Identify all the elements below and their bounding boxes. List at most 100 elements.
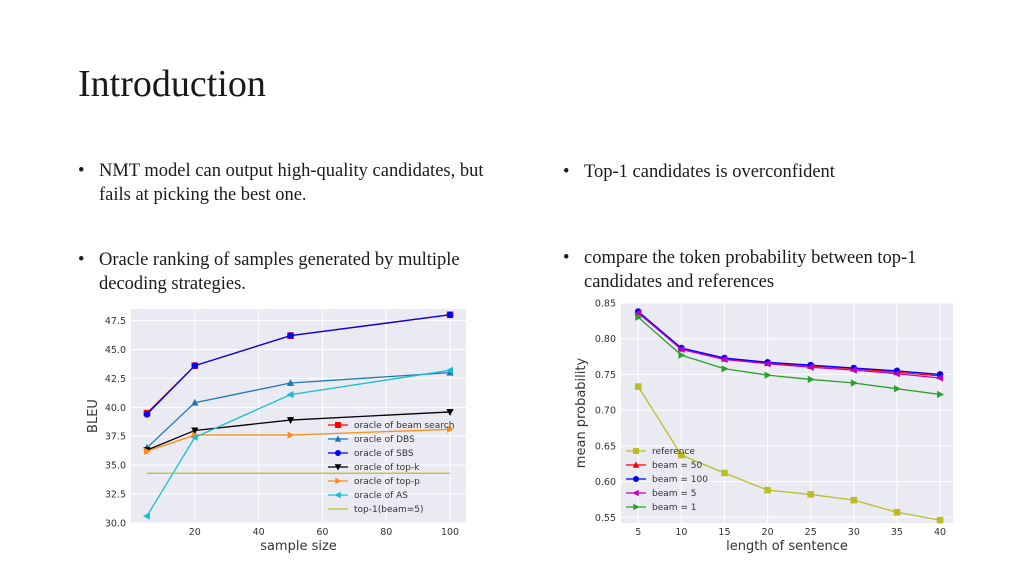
data-point: [446, 408, 454, 416]
y-tick-label: 30.0: [105, 519, 126, 530]
data-point: [632, 461, 640, 468]
legend-item: oracle of DBS: [328, 435, 415, 445]
y-tick-label: 40.0: [105, 403, 126, 414]
legend-item: reference: [626, 447, 695, 457]
bullet-marker: •: [563, 162, 570, 182]
bullet-item: • compare the token probability between …: [563, 246, 983, 294]
series-reference: [634, 383, 944, 524]
data-point: [143, 447, 151, 455]
series-line: [146, 314, 451, 415]
legend-label: beam = 1: [652, 503, 697, 513]
legend-label: beam = 5: [652, 489, 697, 499]
data-point: [720, 355, 728, 364]
probability-chart: 5 10 15 20 25 30 35 40 0.55 0.60 0.65 0.70 0.75 0.80 0…: [574, 299, 953, 554]
data-point: [764, 371, 772, 379]
legend-label: beam = 50: [652, 461, 703, 471]
x-tick-label: 5: [635, 527, 641, 538]
data-point: [893, 385, 901, 393]
y-tick-label: 0.60: [595, 477, 616, 488]
legend: oracle of beam search oracle of DBS oracle…: [328, 421, 454, 515]
series-beam-1: [635, 313, 945, 399]
data-point: [334, 435, 342, 442]
data-point: [807, 491, 815, 498]
data-point: [335, 450, 341, 456]
x-axis-label: sample size: [260, 539, 337, 554]
legend-item: top-1(beam=5): [328, 505, 424, 515]
legend-item: oracle of top-k: [328, 463, 420, 473]
y-axis-label: mean probability: [574, 358, 589, 469]
data-point: [446, 366, 454, 374]
data-point: [936, 516, 944, 524]
x-tick-label: 10: [675, 527, 687, 538]
series-line: [637, 386, 941, 521]
bullet-text: Top-1 candidates is overconfident: [584, 162, 835, 182]
series-line: [637, 311, 941, 376]
x-tick-label: 25: [805, 527, 817, 538]
data-point: [893, 508, 901, 516]
series-line: [146, 428, 451, 452]
legend-item: beam = 100: [626, 475, 708, 485]
legend-label: oracle of SBS: [354, 449, 414, 459]
data-point: [806, 363, 814, 371]
y-tick-label: 32.5: [105, 490, 126, 501]
y-tick-label: 37.5: [105, 432, 126, 443]
y-tick-label: 47.5: [105, 316, 126, 327]
data-point: [850, 379, 858, 387]
bullet-item: • Oracle ranking of samples generated by…: [78, 248, 498, 296]
data-point: [678, 451, 685, 459]
data-point: [677, 345, 685, 354]
data-point: [335, 477, 342, 485]
data-point: [634, 383, 642, 390]
series-oracle-of-as: [142, 366, 454, 520]
legend-item: oracle of top-p: [328, 477, 420, 487]
x-tick-label: 20: [762, 527, 774, 538]
legend: reference beam = 50 beam = 100 beam = 5 beam…: [626, 447, 708, 513]
legend-item: beam = 50: [626, 461, 703, 471]
x-tick-label: 35: [891, 527, 903, 538]
bullet-text: Oracle ranking of samples generated by m…: [99, 250, 460, 294]
series-beam-5: [634, 309, 944, 382]
data-point: [286, 390, 294, 399]
plot-area: [131, 309, 466, 523]
series-line: [637, 311, 941, 377]
legend-item: beam = 5: [626, 489, 697, 499]
data-point: [191, 362, 199, 369]
legend-label: oracle of top-k: [354, 463, 420, 473]
x-tick-label: 30: [848, 527, 860, 538]
plot-area: [621, 303, 953, 523]
y-tick-label: 0.65: [595, 441, 616, 452]
bullet-text: compare the token probability between to…: [584, 248, 917, 292]
legend-item: beam = 1: [626, 503, 697, 513]
data-point: [937, 390, 945, 399]
data-point: [892, 370, 900, 378]
legend-item: oracle of SBS: [328, 449, 414, 459]
data-point: [936, 374, 944, 382]
data-point: [678, 351, 686, 359]
y-tick-label: 0.55: [595, 513, 616, 524]
data-point: [287, 431, 295, 439]
x-tick-label: 60: [316, 527, 328, 538]
y-tick-label: 0.85: [595, 299, 616, 310]
legend-label: reference: [652, 447, 695, 457]
data-point: [447, 425, 455, 433]
x-tick-label: 15: [718, 527, 730, 538]
series-line: [146, 411, 451, 451]
data-point: [191, 427, 199, 435]
data-point: [143, 410, 151, 418]
bullet-marker: •: [563, 248, 570, 268]
series-line: [146, 371, 451, 449]
bullet-text: NMT model can output high-quality candid…: [99, 161, 484, 205]
slide-title: Introduction: [78, 63, 266, 105]
data-point: [190, 433, 198, 442]
series-oracle-of-sbs: [143, 311, 454, 418]
data-point: [807, 375, 815, 384]
data-point: [633, 448, 639, 454]
y-tick-label: 35.0: [105, 461, 126, 472]
data-point: [632, 489, 639, 497]
data-point: [634, 309, 642, 317]
legend-label: top-1(beam=5): [354, 505, 424, 515]
legend-label: oracle of top-p: [354, 477, 420, 487]
legend-item: oracle of beam search: [328, 421, 454, 431]
y-tick-label: 0.70: [595, 406, 616, 417]
data-point: [721, 365, 729, 373]
